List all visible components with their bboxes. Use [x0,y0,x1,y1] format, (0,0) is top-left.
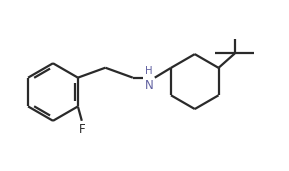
Text: H: H [145,66,153,76]
Text: N: N [144,79,153,92]
Text: F: F [79,123,86,136]
